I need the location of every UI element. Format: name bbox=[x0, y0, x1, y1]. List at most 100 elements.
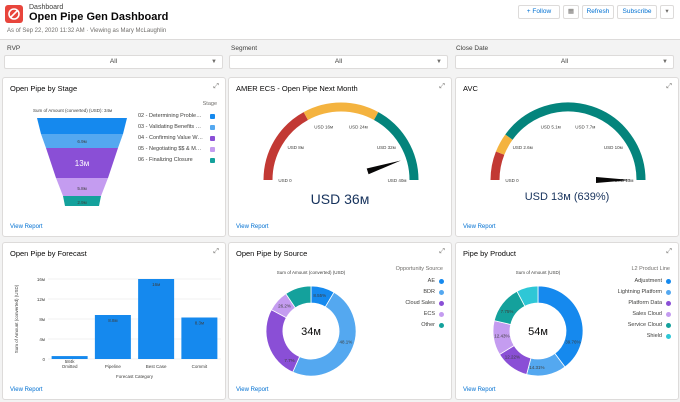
legend-item: 06 - Finalizing Closure bbox=[138, 157, 193, 163]
gauge-needle bbox=[366, 160, 401, 175]
gauge-tick-label: USD 5.1м bbox=[541, 125, 561, 130]
filter-select-close-date[interactable]: All ▼ bbox=[455, 55, 674, 69]
slice-label: 48.1% bbox=[339, 339, 352, 344]
subscribe-button[interactable]: Subscribe bbox=[617, 5, 657, 19]
gauge-band bbox=[373, 112, 419, 181]
y-tick-label: 4м bbox=[39, 337, 45, 342]
bar-value-label: 16м bbox=[152, 282, 160, 287]
view-report-link[interactable]: View Report bbox=[236, 387, 269, 393]
card-pipe-by-product: Pipe by Product ⤢ Sum of Amount (USD) 54… bbox=[455, 242, 679, 400]
gauge-chart: USD 0 USD 8м USD 16м USD 24м USD 32м USD 40м bbox=[263, 102, 419, 183]
y-tick-label: 16м bbox=[37, 277, 45, 282]
legend-title: Opportunity Source bbox=[395, 266, 443, 272]
object-type-label: Dashboard bbox=[29, 4, 64, 11]
card-avc-gauge: AVC ⤢ USD 0 USD 2.6м USD 5.1м USD 7.7м USD 1… bbox=[455, 77, 679, 237]
legend-item: Adjustment bbox=[634, 278, 662, 284]
legend-item: Lightning Platform bbox=[617, 289, 662, 295]
view-report-link[interactable]: View Report bbox=[10, 224, 43, 230]
expand-icon[interactable]: ⤢ bbox=[439, 83, 445, 90]
filter-select-rvp[interactable]: All ▼ bbox=[4, 55, 223, 69]
slice-label: 26.2% bbox=[278, 303, 291, 308]
expand-icon[interactable]: ⤢ bbox=[213, 248, 219, 255]
legend-item: Shield bbox=[646, 333, 662, 339]
funnel-segment-04 bbox=[46, 148, 118, 178]
view-report-link[interactable]: View Report bbox=[10, 387, 43, 393]
dashboard-subtitle: As of Sep 22, 2020 11:32 AM · Viewing as… bbox=[7, 28, 167, 34]
gauge-value: USD 13м (639%) bbox=[524, 191, 610, 203]
legend-swatch bbox=[210, 114, 215, 119]
card-title: AVC bbox=[463, 84, 478, 93]
bar bbox=[181, 317, 218, 359]
refresh-button[interactable]: Refresh bbox=[582, 5, 614, 19]
view-report-link[interactable]: View Report bbox=[236, 224, 269, 230]
filter-label-close-date: Close Date bbox=[456, 45, 489, 52]
filter-value-rvp: All bbox=[109, 58, 118, 65]
fullscreen-icon: ▦ bbox=[567, 8, 575, 15]
gauge-needle bbox=[596, 177, 631, 183]
card-title: AMER ECS - Open Pipe Next Month bbox=[236, 84, 358, 93]
legend-title: L2 Product Line bbox=[631, 266, 670, 272]
chevron-down-icon: ▼ bbox=[436, 59, 442, 65]
gauge-band bbox=[303, 102, 379, 121]
legend-swatch bbox=[666, 279, 671, 284]
donut-slice bbox=[537, 285, 584, 368]
donut-chart: Sum of Amount (converted) (USD) 34м 8.55%… bbox=[265, 270, 357, 377]
gauge-value: USD 36м bbox=[310, 191, 370, 207]
funnel-segment-05 bbox=[56, 178, 108, 196]
view-report-link[interactable]: View Report bbox=[463, 224, 496, 230]
donut-center-value: 54м bbox=[528, 326, 548, 338]
x-axis-label: Forecast Category bbox=[116, 374, 154, 379]
gauge-band bbox=[490, 151, 505, 181]
bar-value-label: 8.3м bbox=[195, 321, 204, 326]
gauge-band bbox=[495, 134, 513, 155]
donut-slice bbox=[285, 285, 312, 309]
legend-swatch bbox=[439, 323, 444, 328]
view-report-link[interactable]: View Report bbox=[463, 387, 496, 393]
card-open-pipe-by-source: Open Pipe by Source ⤢ Sum of Amount (con… bbox=[228, 242, 452, 400]
legend-item: Other bbox=[421, 322, 435, 328]
gauge-tick-label: USD 7.7м bbox=[575, 125, 595, 130]
filter-select-segment[interactable]: All ▼ bbox=[229, 55, 448, 69]
donut-chart: Sum of Amount (USD) 54м 39.76% 14.31% 12.22… bbox=[492, 270, 584, 377]
donut-slice bbox=[516, 285, 539, 307]
legend-item: Sales Cloud bbox=[632, 311, 662, 317]
expand-icon[interactable]: ⤢ bbox=[666, 83, 672, 90]
legend-swatch bbox=[439, 290, 444, 295]
gauge-tick-label: USD 40м bbox=[388, 178, 407, 183]
gauge-tick-label: USD 24м bbox=[349, 125, 368, 130]
legend-swatch bbox=[210, 125, 215, 130]
legend-swatch bbox=[666, 312, 671, 317]
funnel-label-05: 5.8м bbox=[77, 186, 86, 191]
funnel-segment-06 bbox=[63, 196, 101, 206]
legend-swatch bbox=[666, 323, 671, 328]
legend-swatch bbox=[666, 334, 671, 339]
more-actions-button[interactable]: ▾ bbox=[660, 5, 674, 19]
bar bbox=[94, 315, 131, 359]
x-tick-label: Best Case bbox=[146, 364, 167, 369]
legend-item: 04 - Confirming Value W… bbox=[138, 135, 204, 141]
legend-swatch bbox=[210, 136, 215, 141]
filter-label-segment: Segment bbox=[231, 45, 258, 52]
legend-swatch bbox=[439, 279, 444, 284]
expand-icon[interactable]: ⤢ bbox=[213, 83, 219, 90]
legend-item: Cloud Sales bbox=[405, 300, 435, 306]
expand-icon[interactable]: ⤢ bbox=[439, 248, 445, 255]
expand-icon[interactable]: ⤢ bbox=[666, 248, 672, 255]
legend-item: 05 - Negotiating $$ & M… bbox=[138, 146, 202, 152]
legend-item: Platform Data bbox=[628, 300, 662, 306]
legend-swatch bbox=[439, 301, 444, 306]
bar bbox=[138, 279, 175, 359]
chevron-down-icon: ▼ bbox=[211, 59, 217, 65]
fullscreen-button[interactable]: ▦ bbox=[563, 5, 579, 19]
legend-title: Stage bbox=[202, 101, 217, 107]
slice-label: 14.31% bbox=[529, 365, 544, 370]
x-tick-label: Commit bbox=[192, 364, 208, 369]
gauge-band bbox=[505, 102, 646, 181]
legend-item: BDR bbox=[423, 289, 435, 295]
y-axis-label: Sum of Amount (converted) (USD) bbox=[14, 284, 19, 353]
follow-button[interactable]: + Follow bbox=[518, 5, 560, 19]
funnel-label-03: 6.9м bbox=[77, 139, 86, 144]
dashboard-app-icon bbox=[5, 5, 23, 23]
filter-label-rvp: RVP bbox=[7, 45, 21, 52]
